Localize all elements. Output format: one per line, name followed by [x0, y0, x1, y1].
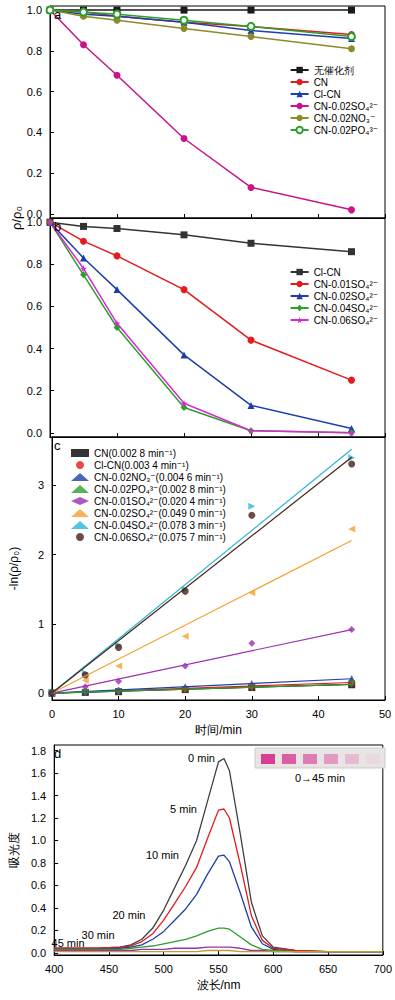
svg-text:400: 400: [45, 963, 63, 975]
svg-text:550: 550: [209, 963, 227, 975]
svg-text:0.6: 0.6: [31, 879, 46, 891]
svg-text:0: 0: [38, 687, 44, 699]
svg-text:b: b: [54, 219, 61, 234]
svg-text:CN-0.04SO₄²⁻: CN-0.04SO₄²⁻: [314, 303, 378, 314]
svg-text:10 min: 10 min: [146, 849, 179, 861]
svg-text:c: c: [54, 438, 61, 453]
svg-text:a: a: [54, 7, 62, 22]
svg-text:10: 10: [112, 708, 124, 720]
svg-text:0.6: 0.6: [27, 86, 42, 98]
svg-text:600: 600: [264, 963, 282, 975]
svg-text:0→45 min: 0→45 min: [295, 772, 345, 784]
svg-text:1.0: 1.0: [27, 4, 42, 16]
svg-text:CN-0.02PO₄³⁻: CN-0.02PO₄³⁻: [314, 125, 378, 136]
svg-text:CN-0.06SO₄²⁻: CN-0.06SO₄²⁻: [314, 315, 378, 326]
svg-text:0: 0: [49, 708, 55, 720]
svg-text:CN-0.04SO₄²⁻(0.078 3 min⁻¹): CN-0.04SO₄²⁻(0.078 3 min⁻¹): [94, 520, 226, 531]
svg-text:40: 40: [312, 708, 324, 720]
svg-text:1.0: 1.0: [27, 216, 42, 228]
svg-text:CN: CN: [314, 77, 328, 88]
svg-text:CN-0.02SO₄²⁻(0.049 0 min⁻¹): CN-0.02SO₄²⁻(0.049 0 min⁻¹): [94, 508, 226, 519]
svg-text:5 min: 5 min: [170, 803, 197, 815]
svg-text:500: 500: [155, 963, 173, 975]
svg-text:1.4: 1.4: [31, 790, 46, 802]
svg-text:0.8: 0.8: [31, 857, 46, 869]
svg-text:波长/nm: 波长/nm: [196, 978, 240, 992]
svg-text:0.8: 0.8: [27, 258, 42, 270]
svg-text:0.2: 0.2: [31, 924, 46, 936]
svg-text:0 min: 0 min: [188, 752, 215, 764]
svg-text:0.4: 0.4: [27, 126, 42, 138]
svg-text:20: 20: [179, 708, 191, 720]
svg-text:CN-0.01SO₄²⁻(0.020 4 min⁻¹): CN-0.01SO₄²⁻(0.020 4 min⁻¹): [94, 496, 226, 507]
svg-text:20 min: 20 min: [112, 909, 145, 921]
svg-text:45 min: 45 min: [52, 937, 85, 949]
svg-text:Cl-CN(0.003 4 min⁻¹): Cl-CN(0.003 4 min⁻¹): [94, 460, 189, 471]
svg-text:650: 650: [319, 963, 337, 975]
svg-text:CN-0.01SO₄²⁻: CN-0.01SO₄²⁻: [314, 279, 378, 290]
svg-text:-ln(ρ/ρ₀): -ln(ρ/ρ₀): [7, 547, 21, 590]
svg-text:2: 2: [38, 549, 44, 561]
svg-text:450: 450: [100, 963, 118, 975]
svg-text:0.0: 0.0: [27, 427, 42, 439]
svg-text:0.8: 0.8: [27, 45, 42, 57]
svg-text:0.2: 0.2: [27, 167, 42, 179]
svg-text:CN-0.02PO₄³⁻(0.002 8 min⁻¹): CN-0.02PO₄³⁻(0.002 8 min⁻¹): [94, 484, 226, 495]
svg-text:3: 3: [38, 479, 44, 491]
svg-text:Cl-CN: Cl-CN: [314, 89, 341, 100]
svg-text:50: 50: [379, 708, 391, 720]
svg-text:CN-0.02NO₃⁻(0.004 6 min⁻¹): CN-0.02NO₃⁻(0.004 6 min⁻¹): [94, 472, 223, 483]
svg-text:700: 700: [374, 963, 392, 975]
svg-text:0.4: 0.4: [31, 902, 46, 914]
svg-text:CN-0.02SO₄²⁻: CN-0.02SO₄²⁻: [314, 101, 378, 112]
svg-text:Cl-CN: Cl-CN: [314, 267, 341, 278]
svg-text:0.4: 0.4: [27, 343, 42, 355]
svg-text:时间/min: 时间/min: [195, 723, 242, 737]
svg-text:1.0: 1.0: [31, 834, 46, 846]
svg-text:CN-0.06SO₄²⁻(0.075 7 min⁻¹): CN-0.06SO₄²⁻(0.075 7 min⁻¹): [94, 532, 226, 543]
svg-text:无催化剂: 无催化剂: [314, 65, 354, 76]
svg-text:1.2: 1.2: [31, 812, 46, 824]
svg-text:30 min: 30 min: [82, 929, 115, 941]
svg-text:吸光度: 吸光度: [7, 832, 21, 868]
svg-text:1: 1: [38, 618, 44, 630]
svg-text:0.0: 0.0: [31, 947, 46, 959]
svg-text:CN-0.02SO₄²⁻: CN-0.02SO₄²⁻: [314, 291, 378, 302]
svg-text:CN-0.02NO₃⁻: CN-0.02NO₃⁻: [314, 113, 376, 124]
svg-text:ρ/ρ₀: ρ/ρ₀: [9, 206, 24, 230]
svg-text:CN(0.002 8 min⁻¹): CN(0.002 8 min⁻¹): [94, 448, 176, 459]
svg-text:0.2: 0.2: [27, 385, 42, 397]
svg-text:0.6: 0.6: [27, 300, 42, 312]
svg-text:1.6: 1.6: [31, 767, 46, 779]
svg-text:1.8: 1.8: [31, 745, 46, 757]
svg-text:30: 30: [246, 708, 258, 720]
svg-text:0.0: 0.0: [26, 207, 42, 220]
svg-text:d: d: [54, 746, 61, 761]
